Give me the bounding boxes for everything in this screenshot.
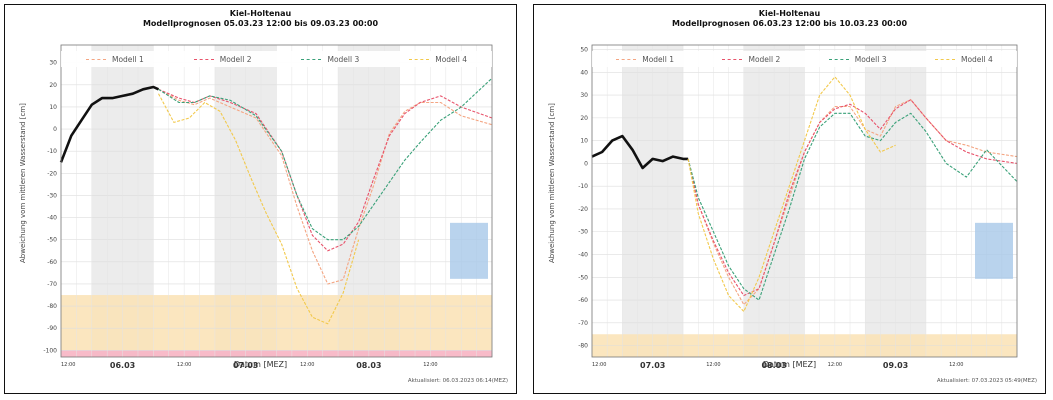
y-tick-label: -60 (578, 297, 588, 304)
y-tick-label: 40 (580, 69, 588, 76)
x-tick-label: 12:00 (949, 362, 963, 368)
x-tick-label: 12:00 (828, 362, 842, 368)
legend-label-modell-2: Modell 2 (748, 54, 781, 64)
y-tick-label: -70 (578, 320, 588, 327)
chart-title-station: Kiel-Holtenau (229, 9, 292, 18)
legend-item-modell-1: Modell 1 (616, 55, 674, 64)
legend-item-modell-4: Modell 4 (409, 55, 467, 64)
y-axis-label: Abweichung vom mittleren Wasserstand [cm… (548, 103, 556, 263)
legend-swatch-modell-2 (722, 58, 743, 60)
x-axis-label: Datum [MEZ] (233, 360, 288, 369)
y-tick-label: -10 (47, 148, 57, 155)
x-tick-label: 06.03 (110, 361, 135, 370)
y-tick-label: -60 (47, 259, 57, 266)
series-line-modell-2 (687, 99, 1018, 297)
legend-swatch-modell-3 (301, 58, 322, 60)
legend-swatch-modell-2 (193, 58, 214, 60)
legend-item-modell-2: Modell 2 (193, 54, 252, 64)
y-tick-label: -30 (578, 229, 588, 236)
y-tick-label: -50 (578, 274, 588, 281)
station-map-thumbnail (975, 222, 1013, 279)
y-tick-label: -20 (47, 170, 57, 177)
y-tick-label: -80 (47, 303, 57, 310)
x-tick-label: 08.03 (761, 361, 786, 370)
x-tick-label: 12:00 (300, 362, 314, 368)
legend-swatch-modell-1 (85, 58, 106, 60)
y-tick-label: 50 (580, 47, 588, 54)
series-line-modell-3 (158, 77, 493, 241)
chart-subtitle: Modellprognosen 06.03.23 12:00 bis 10.03… (671, 19, 908, 28)
y-tick-label: -80 (578, 343, 588, 350)
legend-label-modell-3: Modell 3 (854, 54, 887, 64)
chart-title: Kiel-Holtenau Modellprognosen 05.03.23 1… (5, 9, 516, 29)
update-timestamp: Aktualisiert: 07.03.2023 05:49(MEZ) (936, 378, 1037, 384)
y-axis-label: Abweichung vom mittleren Wasserstand [cm… (19, 103, 27, 263)
legend-swatch-modell-1 (616, 58, 637, 60)
x-axis-label: Datum [MEZ] (762, 360, 817, 369)
observed-series-line (59, 85, 160, 163)
x-tick-label: 12:00 (61, 362, 75, 368)
legend-label-modell-4: Modell 4 (960, 54, 993, 64)
y-tick-label: -40 (47, 215, 57, 222)
legend-left: Modell 1 Modell 2 Modell 3 Modell 4 (61, 51, 492, 67)
station-map-thumbnail (450, 222, 488, 279)
legend-item-modell-1: Modell 1 (85, 54, 144, 64)
legend-right: Modell 1 Modell 2 Modell 3 Modell 4 (592, 51, 1017, 67)
legend-item-modell-3: Modell 3 (828, 54, 887, 64)
y-tick-label: -40 (578, 252, 588, 259)
series-line-modell-3 (687, 112, 1018, 301)
plot-frame (60, 44, 493, 358)
legend-item-modell-2: Modell 2 (722, 55, 780, 64)
x-tick-label: 08.03 (356, 361, 381, 370)
chart-panel-left: Kiel-Holtenau Modellprognosen 05.03.23 1… (4, 4, 517, 394)
y-tick-label: 0 (584, 160, 588, 167)
y-tick-label: 0 (53, 126, 57, 133)
series-line-modell-1 (158, 88, 493, 285)
legend-swatch-modell-3 (828, 58, 849, 60)
series-line-modell-4 (158, 93, 360, 325)
x-tick-label: 12:00 (177, 362, 191, 368)
plot-area-right: 50 40 30 20 10 0 -10 -20 -30 -40 -50 -60 -70 -80 12:00… (578, 44, 1018, 370)
legend-label-modell-4: Modell 4 (435, 54, 467, 64)
chart-title-station: Kiel-Holtenau (758, 9, 821, 18)
chart-subtitle: Modellprognosen 05.03.23 12:00 bis 09.03… (142, 19, 379, 28)
y-tick-label: -70 (47, 281, 57, 288)
x-tick-label: 09.03 (883, 361, 908, 370)
legend-label-modell-1: Modell 1 (111, 54, 144, 64)
y-tick-label: -100 (43, 347, 57, 354)
legend-label-modell-3: Modell 3 (327, 54, 360, 64)
legend-item-modell-3: Modell 3 (301, 55, 359, 64)
plot-area-left: 30 20 10 0 -10 -20 -30 -40 -50 -60 -70 -80 -90 -100 12… (43, 44, 493, 370)
y-tick-label: -50 (47, 237, 57, 244)
x-tick-label: 07.03 (233, 361, 258, 370)
x-tick-label: 12:00 (706, 362, 720, 368)
y-tick-label: 30 (49, 60, 57, 67)
y-tick-label: 20 (49, 82, 57, 89)
y-tick-label: -10 (578, 183, 588, 190)
chart-title: Kiel-Holtenau Modellprognosen 06.03.23 1… (534, 9, 1045, 29)
y-tick-label: -30 (47, 192, 57, 199)
legend-swatch-modell-4 (934, 58, 955, 60)
y-tick-label: -20 (578, 206, 588, 213)
x-tick-label: 12:00 (423, 362, 437, 368)
y-tick-label: 10 (580, 138, 588, 145)
y-tick-label: -90 (47, 325, 57, 332)
plot-frame (591, 44, 1018, 358)
legend-label-modell-2: Modell 2 (219, 54, 252, 64)
legend-item-modell-4: Modell 4 (934, 54, 993, 64)
x-tick-label: 12:00 (592, 362, 606, 368)
x-tick-label: 07.03 (640, 361, 665, 370)
chart-panel-right: Kiel-Holtenau Modellprognosen 06.03.23 1… (533, 4, 1046, 394)
y-tick-label: 30 (580, 92, 588, 99)
update-timestamp: Aktualisiert: 06.03.2023 06:14(MEZ) (407, 378, 508, 384)
legend-label-modell-1: Modell 1 (642, 54, 674, 64)
observed-series-line (591, 134, 689, 170)
series-line-modell-4 (687, 76, 896, 313)
y-tick-label: 10 (49, 104, 57, 111)
legend-swatch-modell-4 (409, 58, 430, 60)
y-tick-label: 20 (580, 115, 588, 122)
